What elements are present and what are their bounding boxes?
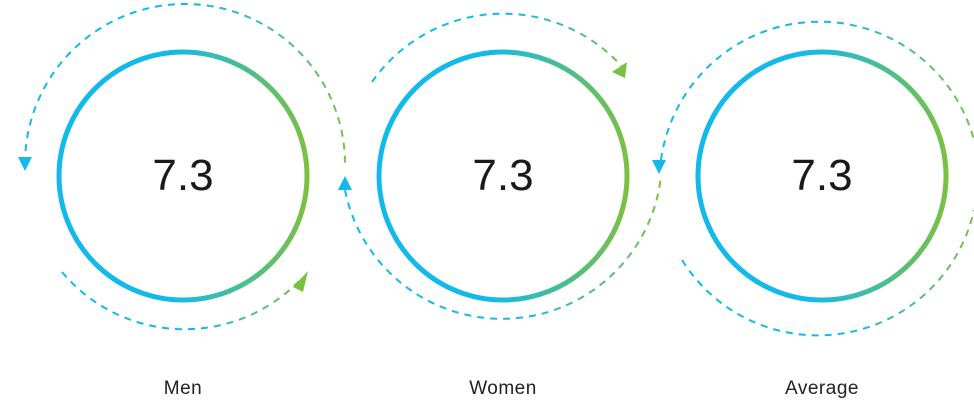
men-arrowhead-upright-icon [293,271,308,292]
women-label: Women [469,378,537,399]
women-ring-group [344,12,662,320]
women-dashed-arc-top [371,12,626,83]
average-score: 7.3 [791,151,853,200]
men-arrowhead-left-icon [18,157,32,171]
women-dashed-arc-bottom [344,175,662,320]
average-arrowhead-down-icon [652,160,666,174]
men-dashed-arc-top [24,3,346,165]
women-arrowhead-downright-icon [612,62,627,78]
average-dashed-arc-top [660,20,974,161]
average-ring [695,49,949,303]
men-arrowhead-up-icon [338,176,352,190]
women-score: 7.3 [472,151,534,200]
women-ring [376,49,630,303]
men-dashed-arc-bottom [61,271,303,331]
men-ring-group [18,3,352,331]
men-score: 7.3 [152,151,214,200]
men-ring [56,49,310,303]
average-dashed-arc-bottom [681,209,974,337]
average-label: Average [785,378,859,399]
men-label: Men [163,378,203,399]
average-ring-group [652,20,974,337]
